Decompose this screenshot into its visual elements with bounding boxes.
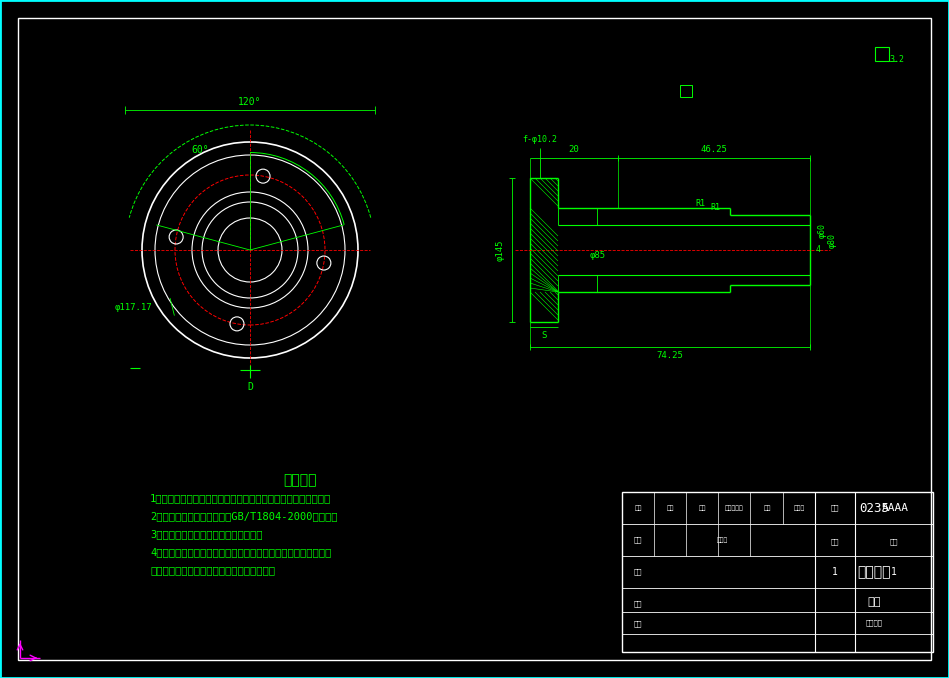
- Text: 技术要求: 技术要求: [283, 473, 317, 487]
- Text: φ60: φ60: [817, 222, 827, 237]
- Bar: [875, 47, 889, 61]
- Text: 标准化: 标准化: [716, 537, 728, 543]
- Text: R1: R1: [710, 203, 720, 212]
- Text: 20: 20: [568, 146, 580, 155]
- Text: 4、所有需要进行涂装的钢铁制件表面在涂漆前，必须将铁锈、氧: 4、所有需要进行涂装的钢铁制件表面在涂漆前，必须将铁锈、氧: [150, 547, 331, 557]
- Text: 2、未注线性尺寸公差应符合GB/T1804-2000的要求。: 2、未注线性尺寸公差应符合GB/T1804-2000的要求。: [150, 511, 338, 521]
- Text: 60°: 60°: [191, 145, 209, 155]
- Text: 3、加工后的零件不允许有毛刺、飞边。: 3、加工后的零件不允许有毛刺、飞边。: [150, 529, 263, 539]
- Bar: [622, 492, 933, 652]
- Text: φ145: φ145: [495, 239, 505, 261]
- Text: 分区: 分区: [698, 505, 706, 511]
- Text: 比例: 比例: [830, 504, 839, 511]
- Text: 0235: 0235: [859, 502, 889, 515]
- Text: 化皮、油脂、灰尘、泥土、盐和污物等除去。: 化皮、油脂、灰尘、泥土、盐和污物等除去。: [150, 565, 275, 575]
- Text: 设计: 设计: [634, 537, 642, 543]
- Text: 4: 4: [815, 245, 821, 254]
- Text: φ80: φ80: [828, 233, 836, 247]
- Text: φ85: φ85: [590, 250, 606, 260]
- Text: D: D: [247, 382, 253, 392]
- Text: 1、零件加工表面上，不应有划痕、擦伤等损伤零件表面的缺陷。: 1、零件加工表面上，不应有划痕、擦伤等损伤零件表面的缺陷。: [150, 493, 331, 503]
- Text: 批准: 批准: [634, 601, 642, 607]
- Text: 共张: 共张: [830, 539, 839, 545]
- Text: 工艺: 工艺: [634, 620, 642, 627]
- Text: 120°: 120°: [238, 97, 262, 107]
- Text: 74.25: 74.25: [657, 351, 683, 359]
- Text: f-φ10.2: f-φ10.2: [523, 136, 557, 144]
- Text: 1: 1: [832, 567, 838, 577]
- Text: 3.2: 3.2: [889, 56, 904, 64]
- Text: 审核: 审核: [634, 569, 642, 576]
- Text: 46.25: 46.25: [700, 146, 728, 155]
- Text: 更改文件号: 更改文件号: [725, 505, 743, 511]
- Text: AAAA: AAAA: [882, 503, 908, 513]
- Text: 处数: 处数: [666, 505, 674, 511]
- Text: 标记: 标记: [634, 505, 642, 511]
- Text: R1: R1: [695, 199, 705, 207]
- Text: 签字: 签字: [763, 505, 771, 511]
- Text: φ117.17: φ117.17: [115, 304, 153, 313]
- Text: 第张: 第张: [890, 539, 899, 545]
- Text: S: S: [541, 330, 547, 340]
- Bar: [680, 85, 692, 97]
- Text: 年月日: 年月日: [793, 505, 805, 511]
- Text: 轴承端盖: 轴承端盖: [857, 565, 891, 579]
- Text: 图号: 图号: [867, 597, 881, 607]
- Text: 人名人名: 人名人名: [865, 620, 883, 626]
- Text: 1: 1: [891, 567, 897, 577]
